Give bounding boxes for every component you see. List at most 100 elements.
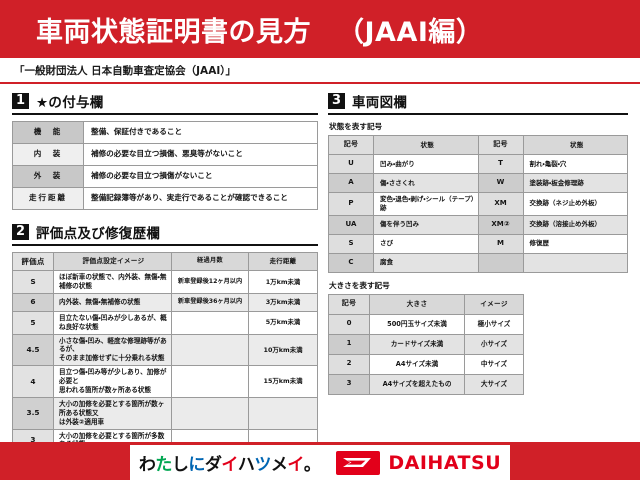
table-row: UA 傷を伴う凹み XM② 交換跡（溶接止め外板） [328, 214, 628, 235]
star-row-label: 機 能 [12, 121, 84, 144]
table-row: U 凹み・曲がり T 割れ・亀裂・穴 [328, 154, 628, 174]
mark-state-left: さび [373, 233, 479, 254]
size-symbol: 3 [328, 373, 370, 395]
star-criteria-body: 機 能整備、保証付きであること内 装補修の必要な目立つ損傷、悪臭等がないこと外 … [12, 121, 318, 210]
rating-image-description: 目立たない傷・凹みが少しあるが、概ね良好な状態 [53, 310, 172, 335]
left-column: 1 ★の付与欄 機 能整備、保証付きであること内 装補修の必要な目立つ損傷、悪臭… [12, 91, 318, 480]
mark-state-right: 交換跡（ネジ止め外板） [522, 192, 628, 216]
table-row: 内 装補修の必要な目立つ損傷、悪臭等がないこと [12, 143, 318, 166]
page-title-main: 車両状態証明書の見方 [36, 16, 311, 48]
table-row: 5 目立たない傷・凹みが少しあるが、概ね良好な状態 5万km未満 [12, 310, 318, 335]
tagline-char: ダ [204, 455, 222, 475]
rating-score: 3.5 [12, 396, 54, 430]
section-1-title: ★の付与欄 [36, 95, 104, 111]
mark-symbol-right: W [477, 173, 524, 193]
rating-col-image: 評価点設定イメージ [53, 252, 172, 271]
mark-state-right: 割れ・亀裂・穴 [522, 154, 628, 174]
mark-col-state-right: 状態 [522, 135, 628, 155]
content-columns: 1 ★の付与欄 機 能整備、保証付きであること内 装補修の必要な目立つ損傷、悪臭… [0, 84, 640, 480]
rating-months [171, 333, 249, 367]
rating-months [171, 396, 249, 430]
tagline-char: わ [138, 455, 156, 475]
mark-symbol-right: M [477, 233, 524, 254]
mark-symbol-right: XM② [477, 214, 524, 235]
tagline-char: た [155, 455, 172, 475]
mark-symbol-left: A [328, 173, 374, 193]
brand-tagline: わたしにダイハツメイ。 [139, 450, 321, 475]
table-row: 4.5 小さな傷・凹み、軽度な修理跡等があるが、 そのまま加修せずに十分乗れる状態 1… [12, 333, 318, 367]
rating-score: 5 [12, 310, 54, 335]
rating-score: 4 [12, 365, 54, 398]
rating-score: S [12, 270, 54, 294]
size-symbol: 0 [328, 313, 370, 335]
header-divider [0, 82, 640, 84]
tagline-char: ハ [237, 455, 255, 475]
mark-col-symbol-left: 記号 [328, 135, 374, 155]
size-measure: 500円玉サイズ未満 [369, 313, 465, 335]
daihatsu-wordmark: DAIHATSU [388, 451, 502, 474]
page-title: 車両状態証明書の見方 （JAAI編） [36, 10, 483, 49]
size-table-body: 0 500円玉サイズ未満 極小サイズ 1 カードサイズ未満 小サイズ 2 A4サイズ未満 中サイ… [328, 313, 524, 395]
size-image-label: 大サイズ [464, 373, 524, 395]
table-row: 機 能整備、保証付きであること [12, 121, 318, 144]
daihatsu-emblem-icon [336, 450, 381, 475]
header-banner: 車両状態証明書の見方 （JAAI編） [0, 0, 640, 58]
mark-symbol-left: U [328, 154, 374, 174]
rating-image-description: 目立つ傷・凹み等が少しあり、加修が必要と 思われる箇所が数ヶ所ある状態 [53, 365, 172, 398]
size-symbol: 1 [328, 333, 370, 355]
star-row-description: 補修の必要な目立つ損傷がないこと [83, 165, 318, 188]
mark-table-body: U 凹み・曲がり T 割れ・亀裂・穴 A 傷・ささくれ W 塗装跡・板金修理跡 P 変色・退色・剥… [328, 154, 628, 273]
table-row: 1 カードサイズ未満 小サイズ [328, 333, 524, 355]
table-row: 2 A4サイズ未満 中サイズ [328, 353, 524, 375]
size-col-symbol: 記号 [328, 293, 370, 315]
mark-col-symbol-right: 記号 [477, 135, 524, 155]
table-row: 3.5 大小の加修を必要とする箇所が数ヶ所ある状態又 は外装②適用車 [12, 396, 318, 430]
mark-state-right [522, 252, 628, 273]
mark-state-left: 変色・退色・剥げ・シール（テープ）跡 [373, 192, 479, 216]
table-row: 3 A4サイズを超えたもの 大サイズ [328, 373, 524, 395]
rating-mileage: 5万km未満 [248, 310, 318, 335]
mark-symbol-left: S [328, 233, 374, 254]
table-row: S さび M 修復歴 [328, 233, 628, 254]
star-row-description: 整備記録簿等があり、実走行であることが確認できること [83, 187, 318, 210]
rating-col-score: 評価点 [12, 252, 54, 271]
footer-right-block [510, 445, 640, 480]
size-measure: A4サイズを超えたもの [369, 373, 465, 395]
rating-months [171, 365, 249, 398]
star-row-label: 外 装 [12, 165, 84, 188]
mark-symbol-left: C [328, 252, 374, 273]
condition-mark-table: 記号 状態 記号 状態 U 凹み・曲がり T 割れ・亀裂・穴 A 傷・ささくれ W 塗装跡・板… [328, 135, 628, 273]
mark-table-subtitle: 状態を表す記号 [329, 122, 383, 131]
mark-state-right: 修復歴 [522, 233, 628, 254]
tagline-char: イ [221, 455, 238, 475]
subtitle: 「一般財団法人 日本自動車査定協会（JAAI）」 [14, 65, 236, 77]
star-row-label: 内 装 [12, 143, 84, 166]
tagline-char: メ [270, 455, 288, 475]
size-image-label: 小サイズ [464, 333, 524, 355]
section-1-header: 1 ★の付与欄 [12, 91, 318, 115]
mark-state-left: 腐食 [373, 252, 479, 273]
mark-state-left: 傷・ささくれ [373, 173, 479, 193]
table-row: S ほぼ新車の状態で、内外装、無傷・無補修の状態 新車登録後12ヶ月以内 1万km未満 [12, 270, 318, 294]
tagline-char: ツ [254, 455, 271, 475]
rating-months [171, 310, 249, 335]
rating-image-description: 大小の加修を必要とする箇所が数ヶ所ある状態又 は外装②適用車 [53, 396, 172, 430]
mark-state-left: 凹み・曲がり [373, 154, 479, 174]
mark-col-state-left: 状態 [373, 135, 479, 155]
size-table-subtitle: 大きさを表す記号 [329, 280, 390, 290]
mark-state-right: 交換跡（溶接止め外板） [522, 214, 628, 235]
star-row-description: 補修の必要な目立つ損傷、悪臭等がないこと [83, 143, 318, 166]
section-1-number: 1 [12, 93, 29, 109]
size-measure: A4サイズ未満 [369, 353, 465, 375]
mark-symbol-right: XM [477, 192, 524, 216]
size-image-label: 極小サイズ [464, 313, 524, 335]
tagline-char: イ [287, 455, 304, 475]
footer-bar: わたしにダイハツメイ。 DAIHATSU [0, 442, 640, 480]
right-column: 3 車両図欄 状態を表す記号 記号 状態 記号 状態 U 凹み・曲がり T 割れ・亀裂… [328, 91, 628, 480]
rating-score: 6 [12, 292, 54, 312]
rating-image-description: 内外装、無傷・無補修の状態 [53, 292, 172, 312]
rating-mileage: 10万km未満 [248, 333, 318, 367]
size-col-size: 大きさ [369, 293, 465, 315]
size-table-head: 記号 大きさ イメージ [328, 293, 524, 315]
